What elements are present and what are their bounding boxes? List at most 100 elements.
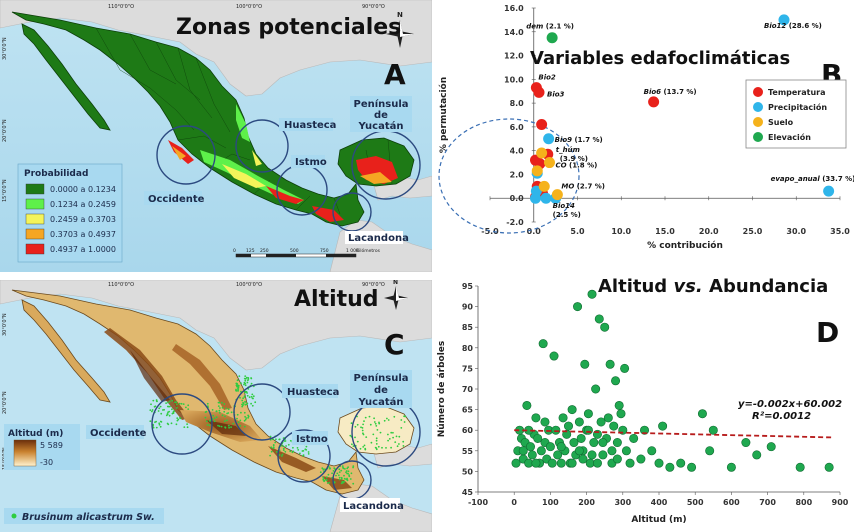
svg-text:Istmo: Istmo bbox=[296, 434, 328, 445]
species-legend: Brusinum alicastrum Sw. bbox=[4, 508, 164, 524]
svg-text:100°0'0"O: 100°0'0"O bbox=[236, 4, 262, 10]
region-labels-c: Huasteca Península de Yucatán Occidente Is… bbox=[86, 370, 412, 512]
y-tick-label: 85 bbox=[462, 323, 474, 332]
data-point bbox=[587, 450, 597, 460]
data-point bbox=[603, 413, 613, 423]
lon-labels-c: 110°0'0"O 100°0'0"O 90°0'0"O bbox=[108, 282, 385, 288]
y-tick-label: 6.0 bbox=[510, 123, 525, 132]
legend-marker bbox=[753, 87, 763, 97]
svg-text:100°0'0"O: 100°0'0"O bbox=[236, 282, 262, 288]
svg-text:90°0'0"O: 90°0'0"O bbox=[362, 282, 385, 288]
y-axis-label: % permutación bbox=[438, 77, 449, 153]
data-point bbox=[676, 458, 686, 468]
svg-text:Kilómetros: Kilómetros bbox=[356, 247, 381, 254]
regression-r2: R²=0.0012 bbox=[752, 411, 811, 422]
lon-labels-a: 110°0'0"O 100°0'0"O 90°0'0"O bbox=[108, 4, 385, 10]
data-point bbox=[540, 192, 552, 204]
y-tick-label: 95 bbox=[462, 282, 474, 291]
data-point bbox=[567, 458, 577, 468]
data-point bbox=[766, 442, 776, 452]
data-point bbox=[564, 421, 574, 431]
panel-b-title: Variables edafoclimáticas bbox=[530, 48, 790, 69]
svg-text:1 000: 1 000 bbox=[346, 248, 359, 254]
data-point bbox=[569, 438, 579, 448]
legend-label: Precipitación bbox=[768, 102, 827, 112]
panel-a-title: Zonas potenciales bbox=[176, 15, 401, 40]
data-point bbox=[549, 351, 559, 361]
svg-text:Huasteca: Huasteca bbox=[287, 387, 339, 398]
scale-bar-a: 0 125 250 500 750 1 000 Kilómetros bbox=[233, 247, 381, 258]
data-point bbox=[612, 454, 622, 464]
data-point bbox=[594, 314, 604, 324]
y-tick-label: 12.0 bbox=[504, 52, 524, 61]
y-tick-label: 45 bbox=[462, 488, 474, 497]
panel-c-map: 110°0'0"O 100°0'0"O 90°0'0"O 30°0'0"N 20… bbox=[0, 280, 432, 532]
svg-text:250: 250 bbox=[260, 248, 269, 254]
data-point bbox=[658, 421, 668, 431]
data-point bbox=[576, 433, 586, 443]
x-tick-label: 900 bbox=[832, 498, 849, 507]
map-c-svg: 110°0'0"O 100°0'0"O 90°0'0"O 30°0'0"N 20… bbox=[0, 280, 432, 532]
data-point bbox=[533, 86, 545, 98]
data-point bbox=[530, 192, 541, 204]
point-label: Bio12 (28.6 %) bbox=[764, 22, 822, 30]
data-point bbox=[546, 32, 558, 44]
data-point bbox=[538, 180, 550, 192]
legend-swatch bbox=[25, 213, 45, 225]
x-tick-label: 100 bbox=[542, 498, 559, 507]
data-point bbox=[705, 446, 715, 456]
svg-text:Brusinum alicastrum Sw.: Brusinum alicastrum Sw. bbox=[22, 512, 155, 523]
svg-text:N: N bbox=[397, 11, 403, 19]
data-point bbox=[795, 462, 805, 472]
svg-text:750: 750 bbox=[320, 248, 329, 254]
chart-b-svg: -5.0 0.0 5.0 10.0 15.0 20.0 25.0 30.0 35.0-2.00.… bbox=[438, 4, 854, 251]
data-point bbox=[547, 458, 557, 468]
y-tick-label: 14.0 bbox=[504, 28, 524, 37]
north-arrow-icon: N bbox=[386, 11, 414, 48]
panel-d-letter: D bbox=[816, 316, 839, 349]
svg-text:5 589: 5 589 bbox=[40, 441, 63, 450]
baja-california bbox=[21, 299, 111, 403]
data-point bbox=[589, 438, 599, 448]
svg-text:30°0'0"N: 30°0'0"N bbox=[2, 313, 8, 336]
y-tick-label: 4.0 bbox=[510, 147, 525, 156]
data-point bbox=[587, 289, 597, 299]
y-tick-label: 55 bbox=[462, 447, 474, 456]
x-tick-label: 600 bbox=[723, 498, 740, 507]
data-point bbox=[605, 359, 615, 369]
y-tick-label: 8.0 bbox=[510, 99, 525, 108]
data-point bbox=[531, 165, 543, 177]
y-tick-label: 65 bbox=[462, 406, 474, 415]
data-point bbox=[591, 384, 601, 394]
data-point bbox=[543, 133, 555, 145]
data-point bbox=[654, 458, 664, 468]
data-point bbox=[518, 446, 528, 456]
altitude-legend: Altitud (m) 5 589 -30 bbox=[4, 424, 80, 470]
point-label: Bio14 (2.5 %) bbox=[553, 202, 581, 219]
data-point bbox=[522, 400, 532, 410]
data-point bbox=[823, 185, 835, 197]
panel-c-letter: C bbox=[384, 328, 405, 361]
x-tick-label: -100 bbox=[468, 498, 488, 507]
point-label: t_húm (3.9 %) bbox=[556, 146, 588, 163]
x-tick-label: 35.0 bbox=[830, 227, 850, 236]
y-tick-label: 60 bbox=[462, 426, 474, 435]
data-point bbox=[558, 413, 568, 423]
data-point bbox=[598, 438, 608, 448]
y-tick-label: 90 bbox=[462, 303, 474, 312]
point-label: evapo_anual (33.7 %) bbox=[771, 175, 854, 183]
svg-text:Lacandona: Lacandona bbox=[348, 233, 409, 244]
svg-text:90°0'0"O: 90°0'0"O bbox=[362, 4, 385, 10]
data-point bbox=[636, 454, 646, 464]
data-point bbox=[556, 442, 566, 452]
x-axis-label: % contribución bbox=[647, 240, 723, 251]
legend-marker bbox=[753, 102, 763, 112]
x-tick-label: 300 bbox=[614, 498, 631, 507]
y-tick-label: 70 bbox=[462, 385, 474, 394]
svg-text:20°0'0"N: 20°0'0"N bbox=[2, 391, 8, 414]
data-point bbox=[629, 433, 639, 443]
state-borders bbox=[95, 27, 393, 215]
y-tick-label: 0.0 bbox=[510, 194, 525, 203]
panel-a-map: 110°0'0"O 100°0'0"O 90°0'0"O 30°0'0"N 20… bbox=[0, 0, 432, 272]
